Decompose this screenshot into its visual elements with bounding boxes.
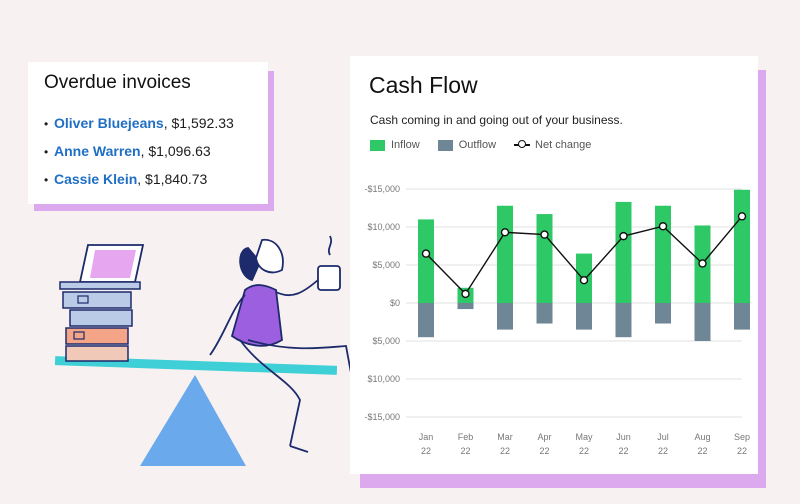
- overdue-invoices-card: Overdue invoices • Oliver Bluejeans, $1,5…: [28, 62, 268, 204]
- bullet-icon: •: [44, 145, 49, 159]
- net-change-point: [658, 222, 668, 231]
- x-tick-label: 22: [697, 446, 707, 456]
- invoice-amount: , $1,592.33: [163, 115, 234, 131]
- bullet-icon: •: [44, 173, 49, 187]
- y-tick-label: -$15,000: [364, 412, 400, 422]
- x-tick-label: 22: [539, 446, 549, 456]
- inflow-bar: [615, 201, 632, 303]
- binder-stack: [62, 291, 133, 362]
- list-item: • Cassie Klein, $1,840.73: [44, 168, 268, 196]
- y-tick-label: -$15,000: [364, 184, 400, 194]
- x-tick-label: 22: [618, 446, 628, 456]
- cashflow-subtitle: Cash coming in and going out of your bus…: [370, 113, 623, 127]
- x-tick-label: 22: [579, 446, 589, 456]
- legend-item-inflow[interactable]: Inflow: [370, 139, 420, 151]
- outflow-bar: [457, 303, 474, 310]
- y-tick-label: $5,000: [372, 336, 400, 346]
- x-tick-label: Sep: [734, 432, 750, 442]
- chart-legend: Inflow Outflow Net change: [370, 139, 609, 151]
- list-item: • Oliver Bluejeans, $1,592.33: [44, 112, 268, 140]
- x-tick-label: 22: [737, 446, 747, 456]
- outflow-bar: [734, 303, 750, 330]
- inflow-bar: [734, 189, 750, 303]
- person-figure: [209, 235, 373, 453]
- y-tick-label: $10,000: [367, 222, 400, 232]
- invoice-customer-link[interactable]: Anne Warren: [54, 143, 141, 159]
- x-tick-label: May: [575, 432, 593, 442]
- inflow-bar: [497, 205, 513, 303]
- inflow-bar: [536, 214, 553, 303]
- net-change-point: [619, 231, 628, 241]
- outflow-bar: [497, 303, 513, 330]
- cashflow-card: Cash Flow Cash coming in and going out o…: [350, 56, 758, 474]
- legend-label: Outflow: [458, 139, 497, 151]
- net-change-point: [737, 212, 747, 221]
- x-tick-label: 22: [421, 446, 431, 456]
- x-tick-label: Feb: [458, 432, 474, 442]
- invoice-amount: , $1,096.63: [140, 143, 211, 159]
- legend-item-net-change[interactable]: Net change: [514, 139, 591, 151]
- outflow-bar: [615, 303, 632, 338]
- net-change-point: [698, 259, 707, 268]
- seesaw-fulcrum: [140, 375, 246, 466]
- cashflow-chart: -$15,000 $10,000 $5,000 $0 $5,000 $10,000 -$15…: [364, 184, 750, 456]
- outflow-bar: [655, 303, 671, 324]
- x-tick-label: 22: [460, 446, 470, 456]
- y-tick-label: $0: [390, 298, 400, 308]
- x-tick-label: 22: [500, 446, 510, 456]
- cashflow-title: Cash Flow: [369, 72, 478, 98]
- x-tick-label: Apr: [537, 432, 551, 442]
- x-tick-label: Mar: [497, 432, 513, 442]
- x-tick-label: Jan: [419, 432, 434, 442]
- laptop: [59, 244, 145, 290]
- legend-label: Inflow: [391, 139, 420, 151]
- y-tick-label: $5,000: [372, 260, 400, 270]
- net-change-point: [461, 289, 470, 299]
- outflow-bar: [418, 303, 434, 338]
- y-tick-label: $10,000: [367, 374, 400, 384]
- net-change-point: [500, 228, 510, 237]
- net-change-point: [579, 275, 589, 285]
- outflow-swatch-icon: [437, 139, 453, 151]
- outflow-bar: [694, 303, 711, 341]
- invoice-customer-link[interactable]: Cassie Klein: [54, 171, 138, 187]
- bullet-icon: •: [44, 117, 49, 131]
- x-tick-label: Jul: [657, 432, 669, 442]
- inflow-bar: [655, 205, 671, 303]
- outflow-bar: [536, 303, 553, 324]
- overdue-title: Overdue invoices: [44, 72, 191, 93]
- x-tick-label: 22: [658, 446, 668, 456]
- net-change-line-icon: [514, 140, 531, 150]
- outflow-bar: [576, 303, 592, 330]
- legend-label: Net change: [535, 139, 592, 151]
- inflow-bar: [418, 219, 434, 303]
- inflow-swatch-icon: [370, 139, 385, 151]
- legend-item-outflow[interactable]: Outflow: [437, 139, 497, 151]
- invoice-amount: , $1,840.73: [137, 171, 208, 187]
- invoice-customer-link[interactable]: Oliver Bluejeans: [54, 115, 164, 131]
- net-change-point: [421, 249, 431, 258]
- x-tick-label: Aug: [694, 432, 710, 442]
- list-item: • Anne Warren, $1,096.63: [44, 140, 268, 168]
- net-change-point: [540, 230, 549, 239]
- overdue-list: • Oliver Bluejeans, $1,592.33 • Anne Warre…: [44, 112, 268, 196]
- x-tick-label: Jun: [616, 432, 631, 442]
